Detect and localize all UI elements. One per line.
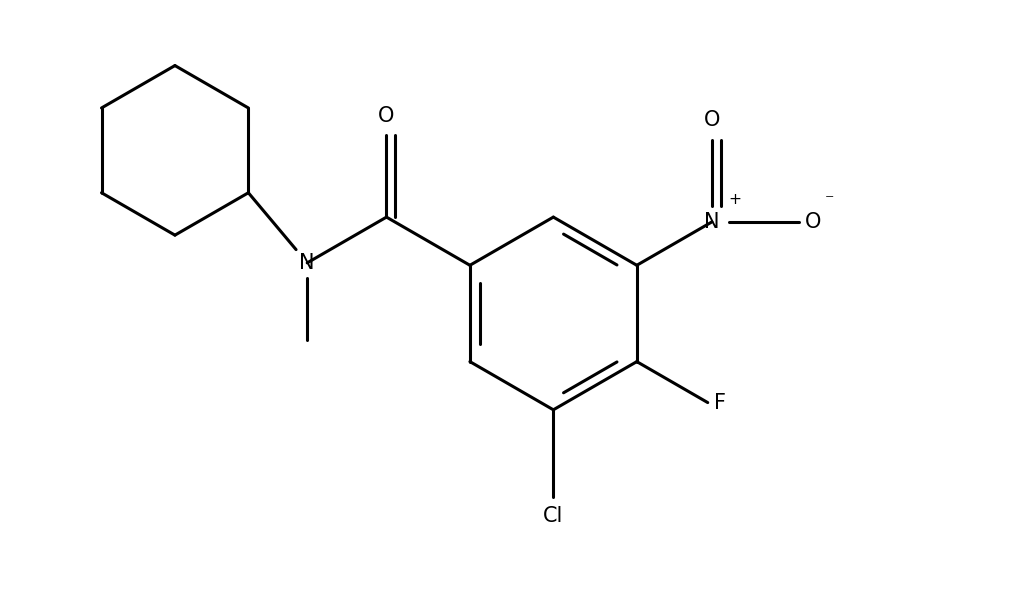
Text: +: + — [728, 193, 741, 208]
Text: O: O — [378, 106, 394, 126]
Text: N: N — [703, 212, 719, 232]
Text: O: O — [703, 111, 719, 130]
Text: F: F — [713, 392, 725, 413]
Text: ⁻: ⁻ — [823, 193, 834, 210]
Text: N: N — [300, 253, 315, 273]
Text: Cl: Cl — [543, 506, 562, 526]
Text: O: O — [804, 212, 820, 232]
